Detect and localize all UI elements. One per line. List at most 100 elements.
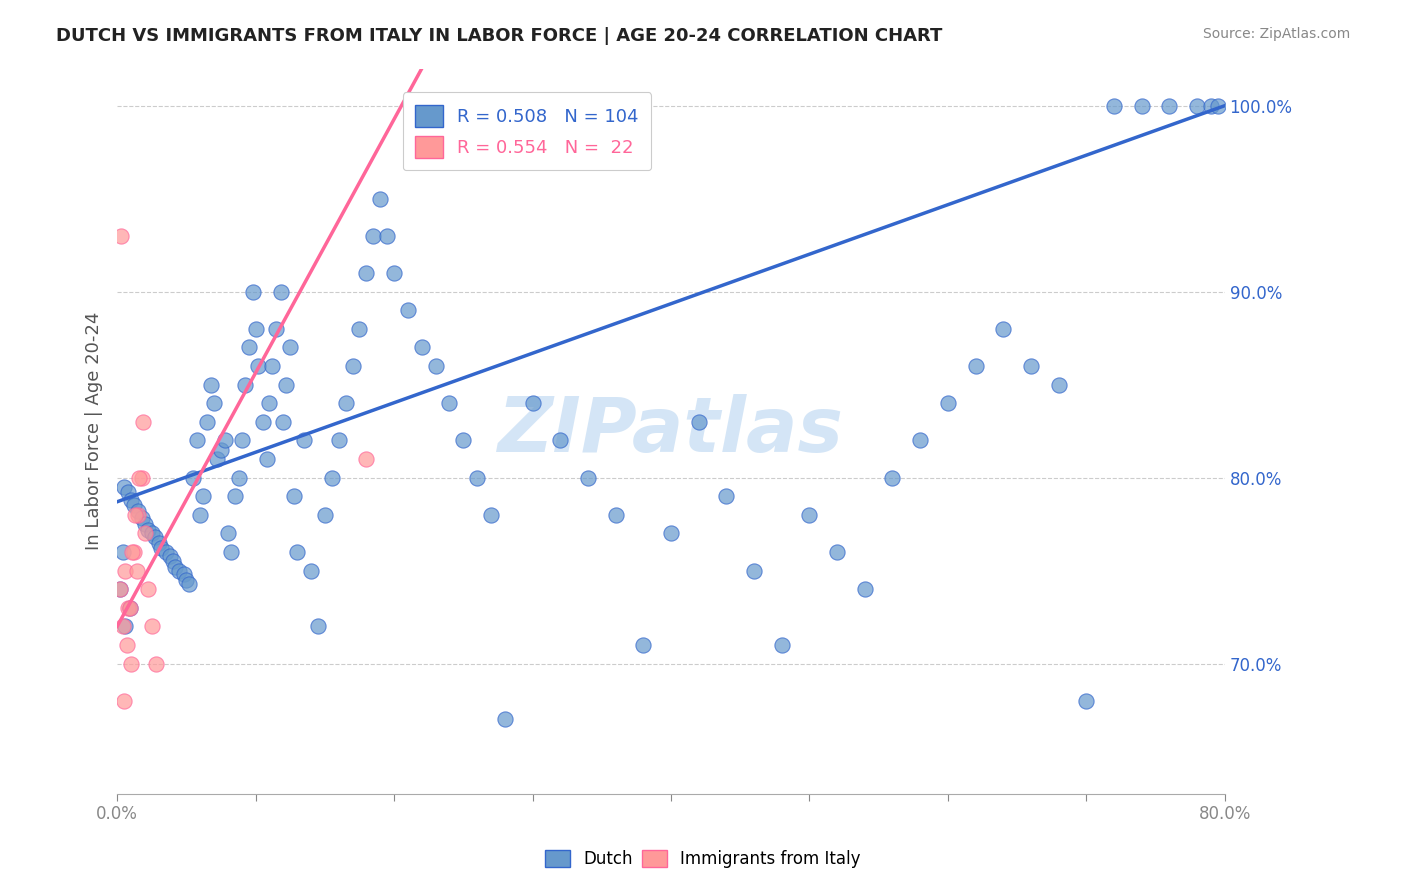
Dutch [742,564,765,578]
Dutch [228,470,250,484]
Dutch [825,545,848,559]
Dutch [131,511,153,525]
Dutch [127,504,149,518]
Dutch [242,285,264,299]
Dutch [188,508,211,522]
Dutch [155,545,177,559]
Legend: R = 0.508   N = 104, R = 0.554   N =  22: R = 0.508 N = 104, R = 0.554 N = 22 [404,92,651,170]
Dutch [217,526,239,541]
Dutch [453,434,475,448]
Dutch [965,359,987,373]
Dutch [1199,99,1222,113]
Immigrants from Italy [121,545,143,559]
Dutch [274,377,297,392]
Dutch [209,442,232,457]
Dutch [114,619,136,633]
Dutch [688,415,710,429]
Dutch [259,396,281,410]
Dutch [1206,99,1229,113]
Dutch [233,377,256,392]
Dutch [659,526,682,541]
Immigrants from Italy [112,694,135,708]
Dutch [882,470,904,484]
Dutch [252,415,274,429]
Dutch [169,564,191,578]
Dutch [1019,359,1042,373]
Dutch [219,545,242,559]
Dutch [1102,99,1125,113]
Dutch [247,359,270,373]
Dutch [375,228,398,243]
Dutch [120,492,142,507]
Immigrants from Italy [120,657,142,671]
Dutch [214,434,236,448]
Dutch [321,470,343,484]
Dutch [195,415,218,429]
Dutch [396,303,419,318]
Legend: Dutch, Immigrants from Italy: Dutch, Immigrants from Italy [538,843,868,875]
Immigrants from Italy [356,452,378,467]
Dutch [111,545,134,559]
Dutch [245,322,267,336]
Immigrants from Italy [132,415,155,429]
Dutch [231,434,253,448]
Dutch [716,489,738,503]
Dutch [307,619,329,633]
Dutch [117,485,139,500]
Dutch [494,712,516,726]
Dutch [186,434,208,448]
Immigrants from Italy [115,638,138,652]
Dutch [283,489,305,503]
Dutch [770,638,793,652]
Dutch [200,377,222,392]
Dutch [993,322,1015,336]
Dutch [148,535,170,549]
Dutch [1076,694,1098,708]
Dutch [299,564,322,578]
Dutch [118,600,141,615]
Immigrants from Italy [134,526,156,541]
Dutch [122,499,145,513]
Dutch [328,434,350,448]
Dutch [191,489,214,503]
Dutch [342,359,364,373]
Dutch [112,480,135,494]
Dutch [183,470,205,484]
Dutch [368,192,391,206]
Text: ZIPatlas: ZIPatlas [498,394,844,468]
Dutch [285,545,308,559]
Dutch [465,470,488,484]
Dutch [179,576,201,591]
Immigrants from Italy [111,619,134,633]
Dutch [238,340,260,354]
Dutch [162,554,184,568]
Dutch [1185,99,1208,113]
Dutch [143,530,166,544]
Dutch [936,396,959,410]
Dutch [202,396,225,410]
Dutch [1159,99,1181,113]
Dutch [479,508,502,522]
Immigrants from Italy [110,228,132,243]
Dutch [141,526,163,541]
Immigrants from Italy [114,564,136,578]
Immigrants from Italy [124,508,146,522]
Immigrants from Italy [145,657,167,671]
Immigrants from Italy [136,582,159,596]
Immigrants from Italy [122,545,145,559]
Dutch [576,470,599,484]
Dutch [633,638,655,652]
Dutch [159,549,181,563]
Dutch [205,452,228,467]
Text: Source: ZipAtlas.com: Source: ZipAtlas.com [1202,27,1350,41]
Dutch [1130,99,1153,113]
Immigrants from Italy [117,600,139,615]
Dutch [224,489,246,503]
Dutch [270,285,292,299]
Dutch [165,559,187,574]
Immigrants from Italy [127,508,149,522]
Dutch [256,452,278,467]
Dutch [108,582,131,596]
Immigrants from Italy [128,470,150,484]
Dutch [273,415,295,429]
